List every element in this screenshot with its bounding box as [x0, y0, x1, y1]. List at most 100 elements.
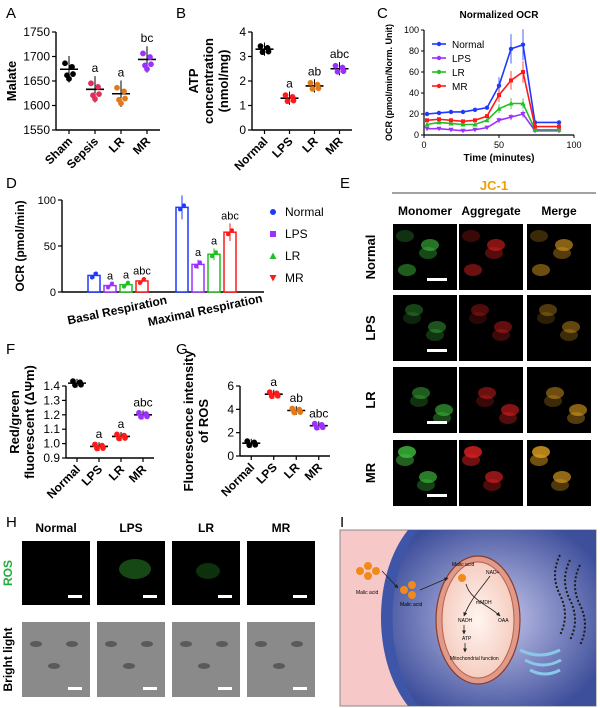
- chartB-y-tick-label: 0: [239, 123, 246, 137]
- chartG-data-point: [291, 409, 298, 416]
- chart-d-bar: [175, 206, 189, 293]
- chart-c-point: [496, 118, 502, 123]
- uptake-arrow: [381, 570, 399, 589]
- chartB-y-axis-label: concentration: [201, 38, 216, 124]
- jc1-cell-blob: [532, 446, 550, 458]
- chartF-y-axis-label: fluorescent (ΔΨm): [22, 365, 37, 479]
- panel-label-h: H: [6, 514, 17, 531]
- chartG-x-tick-label: LR: [281, 460, 302, 481]
- chart-b-atp: 0 1 2 3 4 ATP concentration (nmol/mg) Normal a LPS…: [186, 25, 352, 173]
- chart-c-point: [532, 127, 538, 132]
- chart-c-point: [472, 107, 478, 113]
- chart-c-point: [424, 111, 430, 117]
- jc1-cell-blob: [421, 239, 439, 251]
- bright-cell-shape: [123, 663, 135, 669]
- chartA-data-point: [96, 91, 102, 98]
- panel-e-jc1: JC-1 Monomer Aggregate Merge Normal LPS LR MR: [363, 178, 596, 506]
- chart-c-point: [461, 119, 465, 124]
- chart-c-x-tick-label: 100: [566, 140, 581, 150]
- chartF-data-point: [144, 413, 150, 420]
- jc1-cell-blob: [419, 471, 437, 483]
- chart-d-legend-label: Normal: [285, 205, 324, 219]
- bright-cell-shape: [180, 641, 192, 647]
- malic-acid-mito-dot: [458, 574, 466, 582]
- jc1-cell-blob: [464, 446, 482, 458]
- chart-c-point: [437, 117, 441, 122]
- jc1-cell-blob: [532, 264, 550, 276]
- jc1-scale-bar: [427, 349, 447, 352]
- jc1-column-header: Merge: [541, 204, 577, 218]
- chartB-data-point: [259, 49, 266, 56]
- chart-d-legend-marker: [270, 231, 276, 237]
- atp-label: ATP: [462, 636, 472, 642]
- chartG-data-point: [246, 442, 253, 449]
- oaa-label: OAA: [498, 618, 509, 624]
- chart-c-y-tick-label: 100: [404, 25, 419, 35]
- chart-c-point: [556, 127, 562, 132]
- nadh-label: NADH: [458, 618, 473, 624]
- chartG-data-point: [268, 393, 275, 400]
- chartG-data-point: [274, 392, 281, 399]
- nad-label: NAD+: [486, 570, 500, 576]
- chartB-x-tick-label: MR: [323, 134, 346, 157]
- chart-d-legend-marker: [269, 275, 277, 282]
- chart-d-legend-marker: [270, 209, 276, 215]
- jc1-cell-blob: [492, 329, 510, 341]
- chart-c-point: [472, 121, 478, 127]
- jc1-cell-blob: [476, 395, 494, 407]
- chartA-data-point: [114, 84, 120, 91]
- chartA-y-tick-label: 1650: [23, 74, 50, 88]
- chart-c-y-tick-label: 80: [409, 46, 419, 56]
- er-line-2: [564, 559, 576, 641]
- chart-f-membrane-potential: 0.91.01.11.21.31.4 Red/green fluorescent (…: [7, 365, 154, 501]
- jc1-cell-blob: [546, 387, 564, 399]
- jc1-cell-blob: [403, 312, 421, 324]
- chart-c-point: [533, 124, 537, 129]
- chartF-y-tick-label: 1.4: [43, 379, 60, 393]
- jc1-cell-blob: [560, 329, 578, 341]
- chartF-y-axis-label: Red/green: [7, 390, 22, 454]
- bright-cell-shape: [198, 663, 210, 669]
- chart-c-y-axis-label: OCR (pmol/min/Norm. Unit): [384, 24, 394, 141]
- jc1-image-tile: [393, 295, 457, 361]
- chart-c-legend-label: LR: [452, 68, 465, 79]
- jc1-scale-bar: [427, 278, 447, 281]
- chartF-x-tick-label: LR: [106, 462, 127, 483]
- chart-c-series-line: [426, 43, 559, 124]
- jc1-cell-blob: [555, 239, 573, 251]
- jc1-cell-blob: [435, 404, 453, 416]
- chartA-data-point: [62, 60, 68, 67]
- chartG-sig-label: ab: [290, 391, 304, 405]
- chart-c-point: [460, 121, 466, 127]
- chart-d-data-point: [122, 284, 126, 289]
- jc1-column-header: Monomer: [398, 204, 452, 218]
- chart-d-data-point: [226, 232, 230, 237]
- chart-c-point: [460, 128, 466, 134]
- chartF-data-point: [116, 435, 122, 442]
- chartB-y-axis-label: ATP: [186, 68, 201, 93]
- jc1-image-tile: [527, 224, 591, 290]
- chart-d-y-tick-label: 100: [38, 195, 56, 207]
- chartG-y-tick-label: 4: [227, 402, 234, 416]
- chart-c-point: [484, 117, 490, 123]
- jc1-title: JC-1: [480, 178, 508, 193]
- chartG-x-tick-label: LPS: [253, 460, 279, 486]
- ros-column-header: LPS: [119, 521, 142, 535]
- chart-d-data-point: [230, 228, 234, 233]
- jc1-row-label: LPS: [363, 315, 378, 341]
- chart-d-y-tick-label: 50: [44, 241, 56, 253]
- bright-cell-shape: [141, 641, 153, 647]
- chartF-data-point: [122, 435, 128, 441]
- chart-d-data-point: [90, 275, 94, 280]
- ros-signal-blob: [119, 559, 151, 579]
- chartB-x-tick-label: Normal: [231, 134, 270, 173]
- chartB-data-point: [284, 98, 291, 105]
- ros-column-header: MR: [272, 521, 291, 535]
- chartF-x-tick-label: LPS: [79, 462, 105, 488]
- chartB-data-point: [307, 80, 314, 86]
- chartB-data-point: [315, 85, 322, 92]
- chart-c-y-tick-label: 60: [409, 67, 419, 77]
- chartG-data-point: [297, 409, 304, 416]
- chart-c-point: [460, 109, 466, 115]
